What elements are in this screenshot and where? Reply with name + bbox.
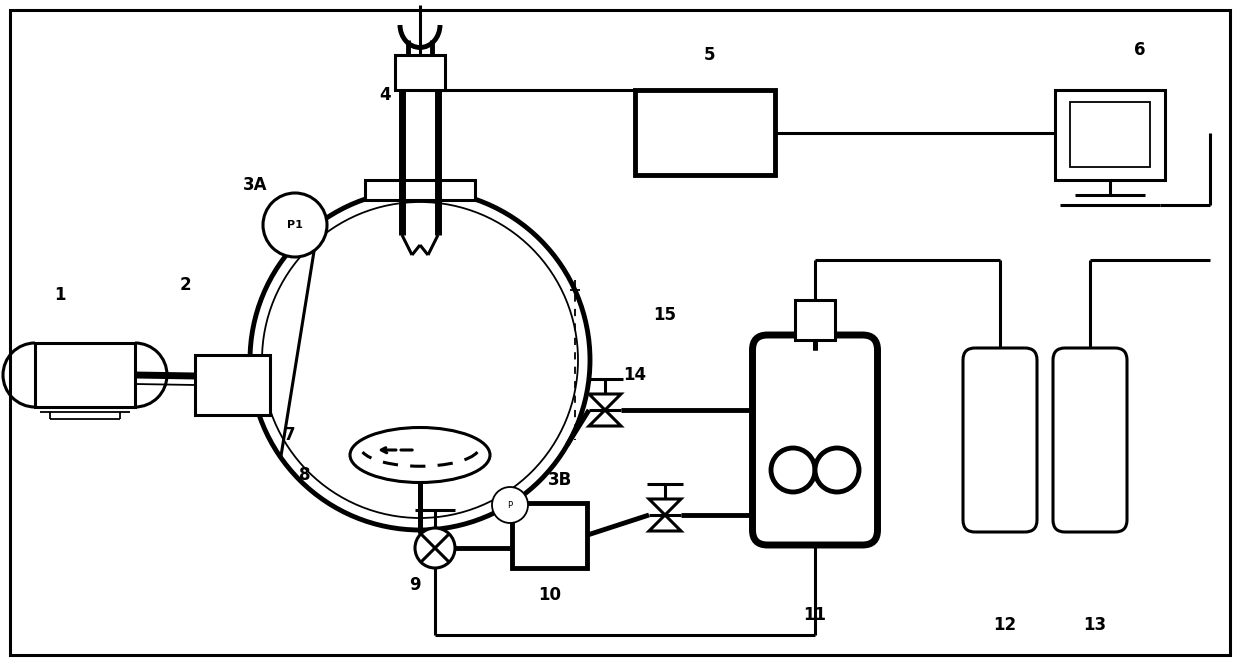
Text: 2: 2 [180, 276, 191, 294]
Text: 1: 1 [55, 286, 66, 304]
Bar [35, 343, 135, 407]
Text: 14: 14 [624, 366, 646, 384]
Circle shape [815, 448, 859, 492]
Text: P: P [507, 501, 512, 509]
Circle shape [492, 487, 528, 523]
Bar [635, 90, 775, 175]
Bar [396, 55, 445, 90]
Text: 7: 7 [284, 426, 296, 444]
Circle shape [771, 448, 815, 492]
Text: 10: 10 [538, 586, 562, 604]
Text: 6: 6 [1135, 41, 1146, 59]
FancyBboxPatch shape [753, 335, 878, 545]
Polygon shape [589, 394, 621, 410]
Text: 3A: 3A [243, 176, 268, 194]
Bar [195, 355, 270, 415]
Bar [795, 300, 835, 340]
Text: 13: 13 [1084, 616, 1106, 634]
Text: 8: 8 [299, 466, 311, 484]
Text: 5: 5 [704, 46, 715, 64]
Text: 12: 12 [993, 616, 1017, 634]
Text: 3B: 3B [548, 471, 572, 489]
Bar [512, 503, 588, 567]
Bar [1070, 102, 1149, 167]
Text: 11: 11 [804, 606, 827, 624]
Circle shape [263, 193, 327, 257]
Polygon shape [589, 410, 621, 426]
Ellipse shape [350, 428, 490, 483]
Bar [365, 180, 475, 200]
Polygon shape [649, 515, 681, 531]
Polygon shape [649, 499, 681, 515]
Circle shape [250, 190, 590, 530]
Text: 4: 4 [379, 86, 391, 104]
Text: P1: P1 [288, 220, 303, 230]
Text: 15: 15 [653, 306, 677, 324]
Bar [1055, 90, 1166, 180]
FancyBboxPatch shape [1053, 348, 1127, 532]
Text: 9: 9 [409, 576, 420, 594]
FancyBboxPatch shape [963, 348, 1037, 532]
Circle shape [415, 528, 455, 568]
